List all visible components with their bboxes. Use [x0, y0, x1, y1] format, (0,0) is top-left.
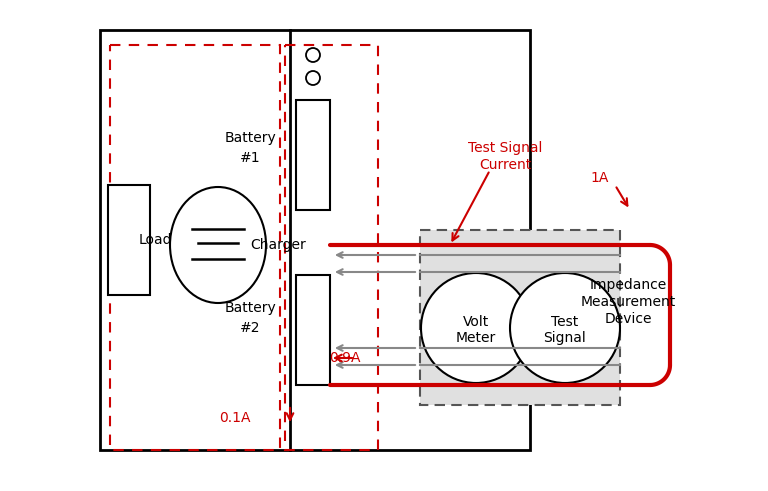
Text: Signal: Signal	[544, 331, 587, 345]
Bar	[296, 275, 330, 385]
Circle shape	[510, 273, 620, 383]
Circle shape	[421, 273, 531, 383]
Circle shape	[306, 71, 320, 85]
Text: Battery: Battery	[224, 301, 276, 315]
Text: Volt: Volt	[463, 315, 489, 329]
Bar	[420, 230, 620, 405]
Text: Current: Current	[479, 158, 531, 172]
Text: Test: Test	[551, 315, 578, 329]
Bar	[108, 185, 150, 295]
Text: Test Signal: Test Signal	[468, 141, 542, 155]
Text: Battery: Battery	[224, 131, 276, 145]
Text: Charger: Charger	[250, 238, 306, 252]
Ellipse shape	[170, 187, 266, 303]
Bar	[110, 45, 280, 450]
Bar	[285, 45, 378, 450]
Text: 0.1A: 0.1A	[219, 411, 250, 425]
Text: Impedance: Impedance	[589, 278, 667, 292]
Text: Load: Load	[138, 233, 172, 247]
Text: Device: Device	[604, 312, 652, 326]
Text: #2: #2	[240, 321, 260, 335]
Text: 0.9A: 0.9A	[329, 351, 361, 365]
Bar	[296, 100, 330, 210]
Text: Measurement: Measurement	[581, 295, 676, 309]
Text: #1: #1	[240, 151, 260, 165]
Circle shape	[306, 48, 320, 62]
Text: Meter: Meter	[456, 331, 496, 345]
Bar	[100, 30, 530, 450]
Text: 1A: 1A	[591, 171, 609, 185]
